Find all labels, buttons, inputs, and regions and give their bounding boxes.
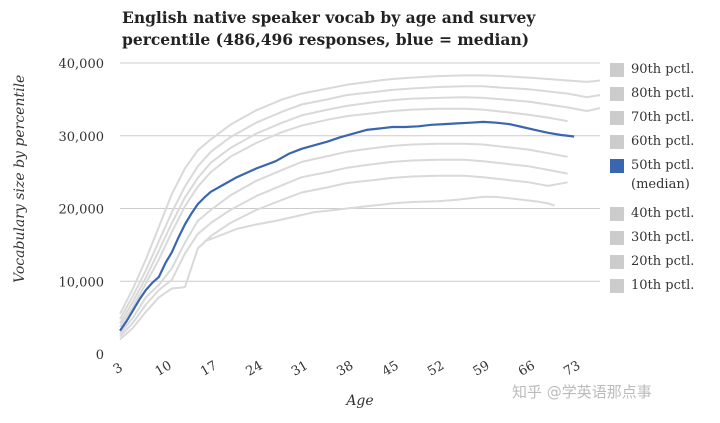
y-tick-label: 20,000	[59, 203, 105, 218]
legend-label: 60th pctl.	[631, 134, 695, 149]
series-line-10th[interactable]	[203, 195, 555, 243]
legend-swatch	[610, 135, 624, 149]
y-tick-label: 0	[96, 348, 104, 363]
x-tick-label: 3	[111, 360, 126, 377]
x-tick-label: 17	[198, 358, 220, 379]
chart-title-line-2: percentile (486,496 responses, blue = me…	[122, 30, 530, 49]
legend-label: 40th pctl.	[631, 206, 695, 221]
y-tick-label: 30,000	[59, 130, 105, 145]
legend-item-90th[interactable]: 90th pctl.	[610, 60, 720, 84]
legend-label: 70th pctl.	[631, 110, 695, 125]
legend-swatch	[610, 63, 624, 77]
series-line-90th[interactable]	[119, 74, 601, 315]
legend-label: 20th pctl.	[631, 254, 695, 269]
legend-median-line-2: (median)	[631, 177, 690, 192]
legend-item-40th[interactable]: 40th pctl.	[610, 204, 720, 228]
x-tick-label: 66	[516, 358, 538, 379]
chart-legend: 90th pctl. 80th pctl. 70th pctl. 60th pc…	[610, 60, 720, 300]
series-line-60th[interactable]	[119, 107, 568, 328]
legend-item-60th[interactable]: 60th pctl.	[610, 132, 720, 156]
x-tick-label: 24	[244, 358, 266, 379]
legend-label: 30th pctl.	[631, 230, 695, 245]
series-line-80th[interactable]	[119, 85, 601, 320]
legend-label-median: 50th pctl. (median)	[631, 156, 694, 194]
legend-swatch	[610, 207, 624, 221]
legend-label: 80th pctl.	[631, 86, 695, 101]
legend-swatch	[610, 111, 624, 125]
legend-swatch-median	[610, 159, 624, 173]
legend-swatch	[610, 231, 624, 245]
y-axis-label: Vocabulary size by percentile	[12, 74, 28, 283]
legend-item-10th[interactable]: 10th pctl.	[610, 276, 720, 300]
x-tick-label: 52	[425, 358, 447, 379]
series-line-40th[interactable]	[119, 142, 568, 335]
legend-label: 90th pctl.	[631, 62, 695, 77]
y-tick-label: 10,000	[59, 275, 105, 290]
watermark-text: 知乎 @学英语那点事	[512, 383, 652, 401]
legend-item-80th[interactable]: 80th pctl.	[610, 84, 720, 108]
legend-swatch	[610, 255, 624, 269]
x-tick-label: 38	[334, 358, 356, 379]
legend-median-line-1: 50th pctl.	[631, 158, 695, 173]
series-line-30th[interactable]	[119, 158, 568, 338]
y-tick-label: 40,000	[59, 57, 105, 72]
x-tick-label: 45	[380, 358, 402, 379]
series-lines	[119, 74, 601, 341]
x-tick-label: 31	[289, 358, 311, 379]
x-axis-label: Age	[346, 393, 374, 409]
x-axis-ticks: 3 10 17 24 31 38 45 52 59 66 73	[111, 358, 583, 379]
gridlines	[120, 62, 600, 355]
legend-label: 10th pctl.	[631, 278, 695, 293]
legend-item-70th[interactable]: 70th pctl.	[610, 108, 720, 132]
legend-swatch	[610, 279, 624, 293]
x-tick-label: 10	[153, 358, 175, 379]
legend-swatch	[610, 87, 624, 101]
legend-item-30th[interactable]: 30th pctl.	[610, 228, 720, 252]
x-tick-label: 73	[561, 358, 583, 379]
chart-title-line-1: English native speaker vocab by age and …	[122, 8, 536, 27]
y-axis-ticks: 0 10,000 20,000 30,000 40,000	[59, 57, 105, 363]
series-line-70th[interactable]	[119, 96, 601, 324]
series-line-20th[interactable]	[119, 174, 568, 341]
legend-item-median[interactable]: 50th pctl. (median)	[610, 156, 720, 204]
legend-item-20th[interactable]: 20th pctl.	[610, 252, 720, 276]
series-line-50th[interactable]	[119, 120, 575, 332]
x-tick-label: 59	[471, 358, 493, 379]
